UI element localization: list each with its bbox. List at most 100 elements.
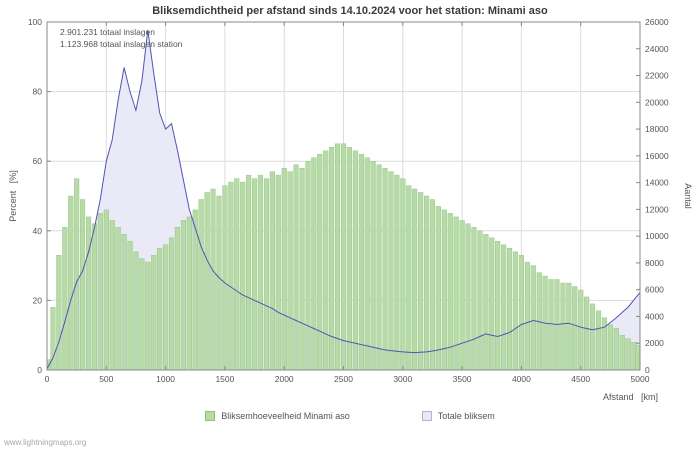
- station-bar: [501, 244, 507, 371]
- station-bar: [234, 178, 240, 371]
- station-bar: [293, 164, 299, 371]
- watermark: www.lightningmaps.org: [4, 438, 87, 447]
- station-bar: [483, 234, 489, 371]
- station-bar: [572, 286, 578, 371]
- station-bar: [441, 209, 447, 371]
- station-bar: [459, 220, 465, 371]
- station-bar: [358, 153, 364, 371]
- legend-item-station: Bliksemhoeveelheid Minami aso: [205, 411, 350, 421]
- station-bar: [305, 160, 311, 371]
- station-bar: [607, 324, 613, 371]
- station-bar: [596, 310, 602, 371]
- station-bar: [151, 254, 157, 371]
- station-bar: [133, 251, 139, 371]
- legend-item-total: Totale bliksem: [421, 411, 495, 421]
- station-bar: [560, 282, 566, 371]
- station-bar: [163, 244, 169, 371]
- station-bar: [394, 174, 400, 371]
- station-bar: [287, 171, 293, 371]
- station-bar: [429, 199, 436, 371]
- legend-swatch-total: [421, 411, 432, 421]
- station-bar: [424, 195, 430, 371]
- station-bar: [97, 213, 103, 371]
- total-lightning-line: [46, 29, 641, 369]
- station-bar: [228, 181, 234, 371]
- station-bar: [619, 335, 625, 371]
- station-bar: [524, 261, 530, 371]
- station-bar: [388, 171, 394, 371]
- station-bar: [180, 220, 187, 371]
- station-bar: [210, 188, 216, 371]
- x-tick-label: 4000: [512, 374, 531, 384]
- station-bar: [174, 227, 181, 371]
- station-bar: [548, 279, 554, 371]
- station-bar: [465, 223, 471, 371]
- station-bar: [489, 237, 495, 371]
- station-bar: [139, 258, 145, 371]
- station-bar: [346, 147, 353, 371]
- station-bar: [635, 345, 641, 371]
- station-bar: [275, 174, 281, 371]
- station-bar: [56, 254, 62, 371]
- station-bar: [435, 206, 441, 371]
- station-bar: [323, 150, 329, 371]
- station-bar: [406, 185, 412, 371]
- station-bar: [400, 178, 406, 371]
- y-tick-label-right: 18000: [645, 124, 669, 134]
- legend: Bliksemhoeveelheid Minami aso Totale bli…: [0, 411, 700, 421]
- y-tick-label-right: 8000: [645, 258, 664, 268]
- station-bar: [625, 338, 631, 371]
- y-tick-label-left: 80: [33, 87, 43, 97]
- station-bar: [103, 209, 109, 371]
- y-tick-label-right: 10000: [645, 231, 669, 241]
- station-bar: [352, 150, 358, 371]
- y-tick-label-right: 16000: [645, 151, 669, 161]
- x-tick-label: 1000: [156, 374, 175, 384]
- annotation-total-strikes: 2.901.231 totaal inslagen: [60, 27, 155, 37]
- station-bar: [74, 178, 80, 371]
- station-bar: [121, 234, 127, 371]
- y-tick-label-right: 26000: [645, 17, 669, 27]
- station-bar: [186, 216, 192, 371]
- station-bar: [518, 254, 524, 371]
- y-tick-label-right: 12000: [645, 204, 669, 214]
- station-bar: [145, 261, 151, 371]
- station-bar: [364, 157, 370, 371]
- station-bar: [157, 247, 163, 371]
- station-bar: [79, 199, 86, 371]
- station-bar: [168, 237, 175, 371]
- chart-title: Bliksemdichtheid per afstand sinds 14.10…: [152, 5, 548, 17]
- station-bar: [68, 195, 74, 371]
- legend-swatch-station: [205, 411, 216, 421]
- station-bar: [240, 181, 246, 371]
- y-tick-label-left: 40: [33, 226, 43, 236]
- y-tick-label-left: 0: [37, 365, 42, 375]
- x-tick-label: 2500: [334, 374, 353, 384]
- station-bar: [246, 174, 252, 371]
- station-bar: [299, 167, 305, 371]
- y-tick-label-right: 24000: [645, 44, 669, 54]
- station-bar: [370, 160, 376, 371]
- station-bar: [590, 303, 596, 371]
- station-bar: [109, 220, 115, 371]
- y-tick-label-right: 0: [645, 365, 650, 375]
- station-bar: [269, 171, 275, 371]
- station-bar: [507, 247, 513, 371]
- y-tick-label-right: 20000: [645, 97, 669, 107]
- y-tick-label-right: 14000: [645, 178, 669, 188]
- x-tick-label: 5000: [631, 374, 650, 384]
- station-bar: [495, 240, 501, 371]
- y-axis-label-left: Percent [%]: [8, 170, 18, 222]
- y-tick-label-right: 4000: [645, 311, 664, 321]
- station-bar: [418, 192, 424, 371]
- station-bar: [477, 230, 483, 371]
- station-bar: [471, 227, 477, 371]
- station-bar: [204, 192, 210, 371]
- y-tick-label-right: 22000: [645, 71, 669, 81]
- x-axis-label: Afstand [km]: [602, 392, 658, 402]
- station-bar: [198, 199, 204, 371]
- x-tick-label: 3000: [393, 374, 412, 384]
- station-bar: [335, 143, 341, 371]
- station-bar: [453, 216, 459, 371]
